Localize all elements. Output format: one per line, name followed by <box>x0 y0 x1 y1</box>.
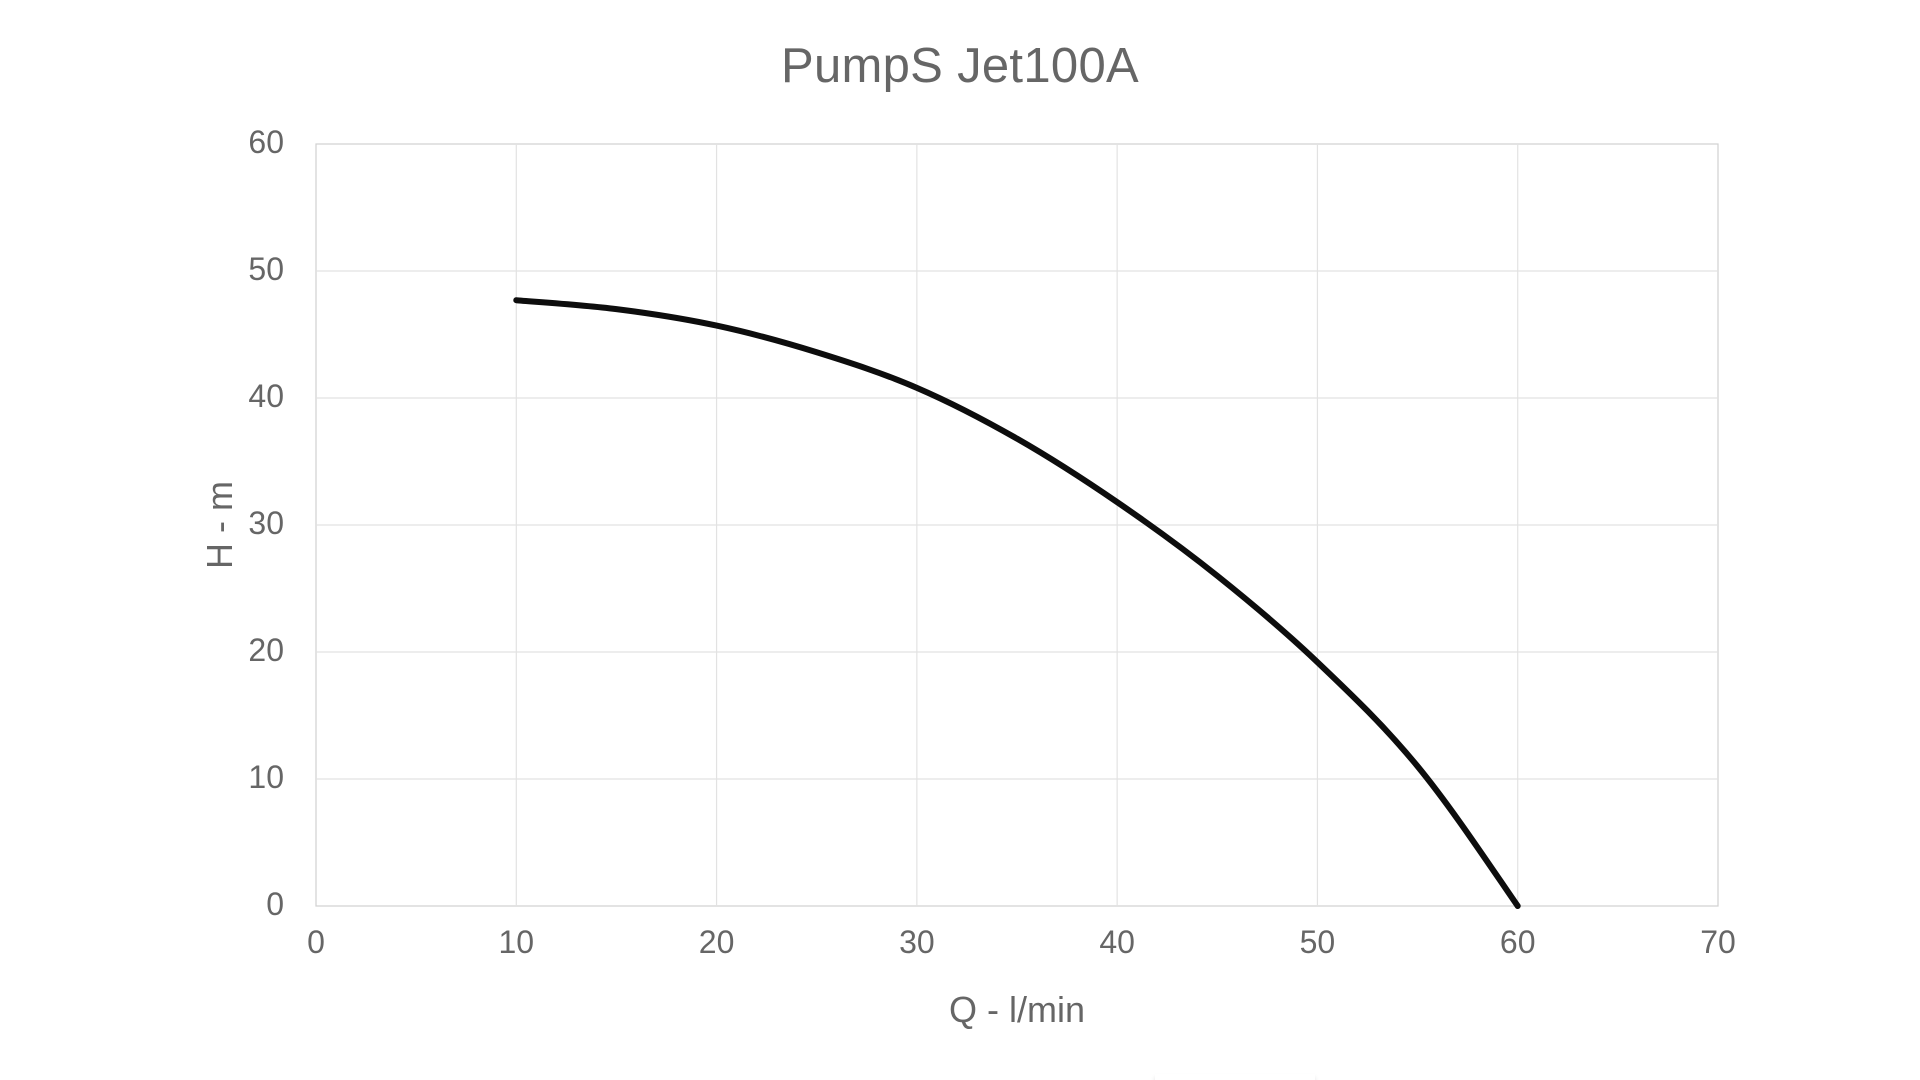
svg-text:50: 50 <box>1300 924 1336 960</box>
svg-text:0: 0 <box>266 886 284 922</box>
svg-text:60: 60 <box>1500 924 1536 960</box>
svg-text:Q - l/min: Q - l/min <box>949 989 1085 1030</box>
svg-text:60: 60 <box>248 124 284 160</box>
svg-text:40: 40 <box>1099 924 1135 960</box>
svg-text:30: 30 <box>899 924 935 960</box>
svg-text:0: 0 <box>307 924 325 960</box>
svg-text:70: 70 <box>1700 924 1736 960</box>
svg-text:10: 10 <box>248 759 284 795</box>
svg-text:40: 40 <box>248 378 284 414</box>
svg-text:50: 50 <box>248 251 284 287</box>
svg-text:20: 20 <box>699 924 735 960</box>
svg-text:20: 20 <box>248 632 284 668</box>
svg-text:10: 10 <box>498 924 534 960</box>
svg-text:30: 30 <box>248 505 284 541</box>
svg-text:H - m: H - m <box>199 481 240 569</box>
